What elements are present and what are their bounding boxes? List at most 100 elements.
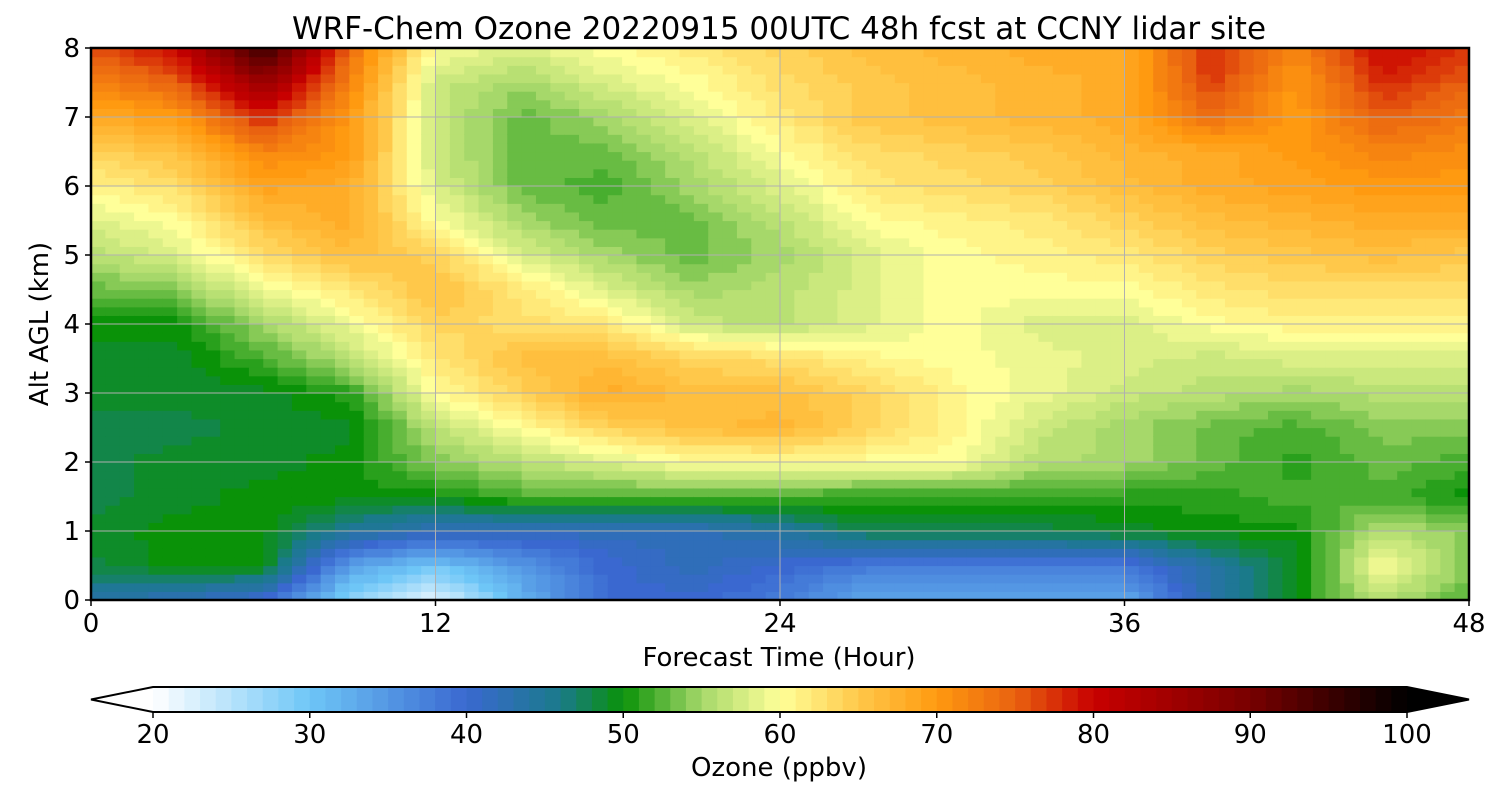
heatmap-cell — [1081, 436, 1097, 446]
heatmap-cell — [148, 565, 164, 575]
heatmap-cell — [1167, 177, 1183, 187]
heatmap-cell — [722, 341, 738, 351]
heatmap-cell — [449, 73, 465, 84]
heatmap-cell — [765, 565, 781, 575]
heatmap-cell — [162, 194, 178, 204]
heatmap-cell — [837, 591, 853, 600]
heatmap-cell — [593, 505, 609, 515]
heatmap-cell — [765, 539, 781, 549]
heatmap-cell — [794, 255, 810, 265]
heatmap-cell — [622, 513, 638, 523]
heatmap-cell — [722, 56, 738, 66]
heatmap-cell — [564, 142, 580, 153]
heatmap-cell — [406, 582, 422, 592]
heatmap-cell — [335, 479, 350, 489]
heatmap-cell — [263, 401, 279, 411]
heatmap-cell — [306, 289, 322, 299]
heatmap-cell — [291, 531, 307, 541]
heatmap-cell — [1196, 513, 1212, 523]
heatmap-cell — [363, 280, 379, 291]
heatmap-cell — [234, 56, 250, 66]
heatmap-cell — [1067, 194, 1083, 204]
heatmap-cell — [148, 220, 164, 230]
heatmap-cell — [808, 255, 824, 265]
heatmap-cell — [1009, 211, 1025, 222]
heatmap-cell — [234, 539, 250, 549]
heatmap-cell — [248, 272, 264, 282]
heatmap-cell — [650, 298, 666, 308]
heatmap-cell — [607, 229, 623, 239]
heatmap-cell — [650, 505, 666, 515]
heatmap-cell — [622, 393, 638, 403]
heatmap-cell — [665, 358, 681, 368]
heatmap-cell — [851, 56, 867, 66]
heatmap-cell — [837, 56, 853, 66]
heatmap-cell — [277, 375, 293, 385]
heatmap-cell — [421, 462, 437, 472]
heatmap-cell — [521, 246, 537, 256]
heatmap-cell — [1110, 591, 1126, 600]
heatmap-cell — [564, 487, 580, 498]
heatmap-cell — [492, 591, 508, 600]
heatmap-cell — [1052, 211, 1068, 222]
heatmap-cell — [622, 246, 638, 256]
heatmap-cell — [607, 582, 623, 592]
heatmap-cell — [679, 367, 695, 377]
heatmap-cell — [277, 56, 293, 66]
heatmap-cell — [392, 436, 408, 446]
heatmap-cell — [980, 91, 996, 101]
heatmap-cell — [1181, 151, 1197, 161]
heatmap-cell — [105, 324, 121, 334]
heatmap-cell — [119, 582, 135, 592]
heatmap-cell — [751, 401, 767, 411]
heatmap-cell — [679, 418, 695, 429]
heatmap-cell — [521, 444, 537, 454]
heatmap-cell — [220, 505, 236, 515]
heatmap-cell — [550, 401, 566, 411]
heatmap-cell — [866, 229, 882, 239]
heatmap-cell — [492, 108, 508, 118]
heatmap-cell — [607, 142, 623, 153]
heatmap-cell — [765, 393, 781, 403]
heatmap-cell — [91, 73, 106, 84]
heatmap-cell — [650, 453, 666, 463]
heatmap-cell — [421, 410, 437, 420]
heatmap-cell — [808, 289, 824, 299]
heatmap-cell — [708, 280, 724, 291]
heatmap-cell — [966, 479, 982, 489]
heatmap-cell — [1196, 280, 1212, 291]
heatmap-cell — [1110, 56, 1126, 66]
heatmap-cell — [435, 418, 451, 429]
heatmap-cell — [636, 487, 652, 498]
heatmap-cell — [205, 73, 221, 84]
heatmap-cell — [579, 505, 594, 515]
heatmap-cell — [363, 444, 379, 454]
heatmap-cell — [248, 48, 264, 58]
heatmap-cell — [378, 229, 394, 239]
heatmap-cell — [435, 324, 451, 334]
heatmap-cell — [966, 401, 982, 411]
heatmap-cell — [851, 531, 867, 541]
heatmap-cell — [507, 505, 523, 515]
heatmap-cell — [220, 531, 236, 541]
heatmap-cell — [980, 255, 996, 265]
heatmap-cell — [650, 246, 666, 256]
heatmap-cell — [335, 134, 350, 144]
heatmap-cell — [966, 142, 982, 153]
heatmap-cell — [808, 341, 824, 351]
heatmap-cell — [335, 444, 350, 454]
heatmap-cell — [349, 280, 365, 291]
heatmap-cell — [1167, 375, 1183, 385]
heatmap-cell — [263, 332, 279, 342]
heatmap-cell — [263, 505, 279, 515]
heatmap-cell — [1024, 255, 1039, 265]
heatmap-cell — [449, 203, 465, 213]
heatmap-cell — [435, 91, 451, 101]
heatmap-cell — [162, 255, 178, 265]
heatmap-cell — [579, 56, 594, 66]
heatmap-cell — [435, 565, 451, 575]
heatmap-cell — [894, 211, 910, 222]
heatmap-cell — [1196, 453, 1212, 463]
heatmap-cell — [1081, 65, 1097, 75]
heatmap-cell — [866, 436, 882, 446]
